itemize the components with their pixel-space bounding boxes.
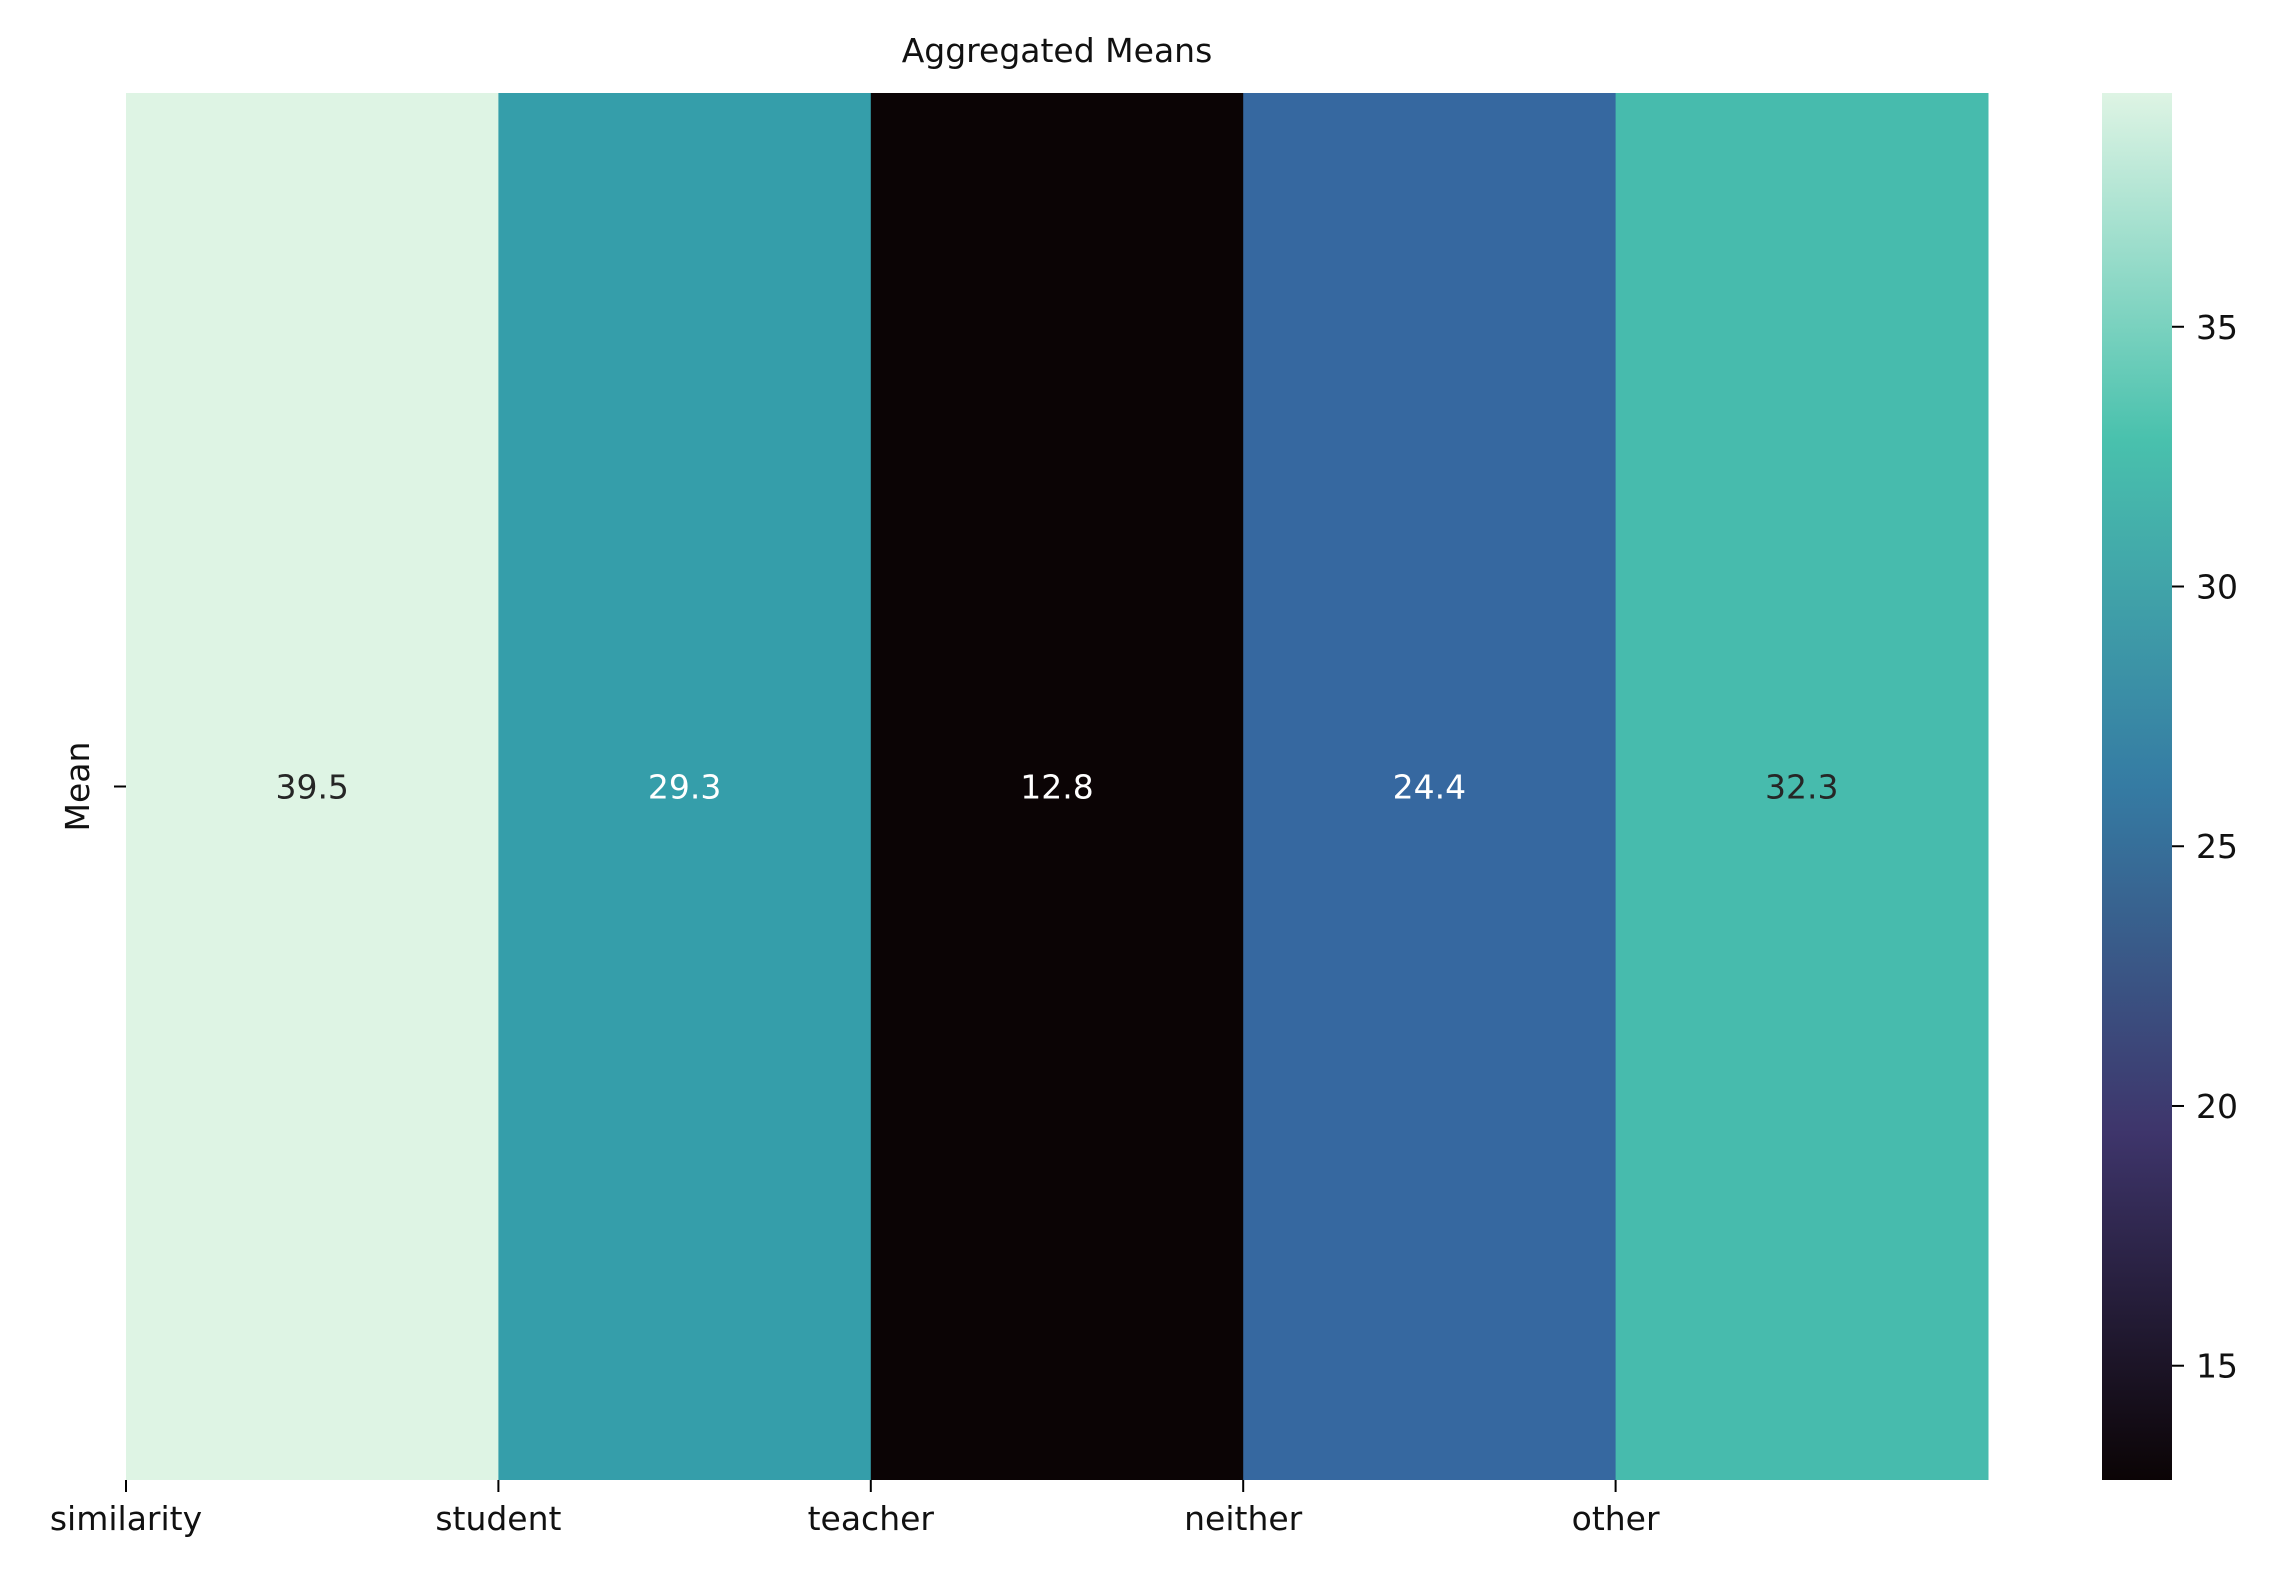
- colorbar: 15 20 25 30 35: [2102, 93, 2238, 1480]
- colorbar-tick-label: 35: [2196, 308, 2238, 347]
- heatmap-cell-similarity: [126, 93, 499, 1480]
- chart-title: Aggregated Means: [902, 31, 1213, 70]
- colorbar-tick-label: 15: [2196, 1347, 2238, 1386]
- heatmap-cell-labels: 39.5 29.3 12.8 24.4 32.3: [275, 768, 1838, 807]
- x-tick-label: student: [435, 1499, 561, 1538]
- cell-value-label: 29.3: [648, 768, 721, 807]
- x-tick-label: teacher: [808, 1499, 935, 1538]
- colorbar-gradient: [2102, 93, 2172, 1480]
- heatmap-cell-neither: [1243, 93, 1617, 1480]
- colorbar-tick-label: 25: [2196, 827, 2238, 866]
- heatmap-cell-student: [498, 93, 872, 1480]
- cell-value-label: 12.8: [1020, 768, 1093, 807]
- x-tick-label: neither: [1184, 1499, 1303, 1538]
- heatmap-cell-teacher: [870, 93, 1244, 1480]
- cell-value-label: 24.4: [1393, 768, 1466, 807]
- colorbar-tick-label: 30: [2196, 568, 2238, 607]
- x-axis: similarity student teacher neither other: [50, 1480, 1660, 1538]
- cell-value-label: 32.3: [1765, 768, 1838, 807]
- heatmap-cells: [126, 93, 1989, 1480]
- colorbar-tick-label: 20: [2196, 1087, 2238, 1126]
- cell-value-label: 39.5: [275, 768, 348, 807]
- x-tick-label: other: [1572, 1499, 1660, 1538]
- x-tick-label: similarity: [50, 1499, 202, 1538]
- y-axis: Mean: [58, 742, 126, 832]
- heatmap-cell-other: [1615, 93, 1989, 1480]
- y-tick-label: Mean: [58, 742, 97, 832]
